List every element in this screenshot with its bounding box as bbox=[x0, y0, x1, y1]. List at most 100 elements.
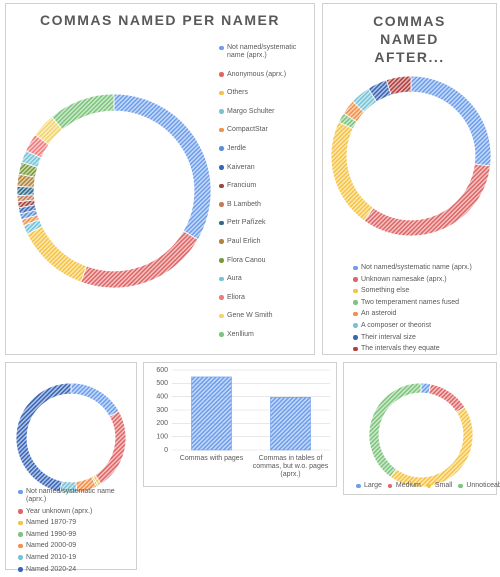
panel: Large Medium Small Unnoticeable bbox=[343, 362, 500, 495]
legend-item: B Lambeth bbox=[219, 201, 311, 209]
legend-label: Named 2000-09 bbox=[26, 542, 77, 550]
legend-label: Anonymous (aprx.) bbox=[227, 70, 287, 78]
legend-marker bbox=[353, 288, 358, 294]
legend-item: Paul Erlich bbox=[219, 238, 311, 246]
legend-marker bbox=[353, 277, 358, 282]
legend-label: Aura bbox=[227, 275, 242, 283]
legend-marker bbox=[18, 509, 23, 514]
legend-label: Not named/systematic name (aprx.) bbox=[227, 44, 297, 59]
donut-slice bbox=[51, 93, 115, 131]
legend-marker bbox=[219, 202, 224, 207]
legend-marker bbox=[353, 300, 358, 305]
legend-marker bbox=[18, 555, 23, 560]
legend: Large Medium Small Unnoticeable bbox=[356, 482, 500, 490]
x-tick-label: Commas with pages bbox=[179, 455, 244, 462]
legend-item: Small bbox=[426, 482, 453, 490]
legend-marker bbox=[219, 220, 224, 226]
bar bbox=[191, 376, 232, 451]
legend-marker bbox=[18, 489, 23, 494]
legend-marker bbox=[219, 332, 224, 337]
legend-label: Named 1870-79 bbox=[26, 519, 77, 527]
legend-label: Something else bbox=[361, 287, 410, 295]
legend-marker bbox=[426, 483, 432, 488]
legend-item: Not named/systematic name (aprx.) bbox=[18, 488, 136, 504]
legend-marker bbox=[219, 276, 224, 282]
legend-label: Flora Canou bbox=[227, 256, 266, 264]
legend-label: B Lambeth bbox=[227, 200, 261, 208]
donut-slice bbox=[368, 382, 422, 478]
legend-item: An asteroid bbox=[353, 310, 493, 318]
legend-item: Unknown namesake (aprx.) bbox=[353, 276, 493, 284]
legend: Not named/systematic name (aprx.) Unknown… bbox=[353, 264, 493, 357]
legend-item: Two temperament names fused bbox=[353, 299, 493, 307]
donut-slice bbox=[80, 230, 199, 289]
chart-title: COMMAS NAMED PER NAMER bbox=[40, 12, 280, 28]
legend-item: Jerdle bbox=[219, 145, 311, 153]
x-tick-label: Commas in tables of commas, but w.o. pag… bbox=[252, 455, 329, 478]
legend-marker bbox=[353, 265, 358, 270]
legend-item: Unnoticeable bbox=[458, 482, 500, 490]
legend-item: Large bbox=[356, 482, 382, 490]
legend-label: Eliora bbox=[227, 293, 245, 301]
legend-marker bbox=[219, 127, 224, 133]
chart bbox=[368, 382, 474, 488]
chart: 0 100 200 300 400 500 600 bbox=[156, 367, 330, 454]
legend: Not named/systematic name (aprx.) Year un… bbox=[18, 488, 136, 577]
y-tick-label: 0 bbox=[164, 447, 168, 454]
legend-item: Named 1990-99 bbox=[18, 531, 136, 539]
legend-item: Not named/systematic name (aprx.) bbox=[353, 264, 493, 272]
legend-label: Two temperament names fused bbox=[361, 298, 460, 306]
y-tick-label: 400 bbox=[156, 394, 168, 401]
donut-slice bbox=[26, 225, 88, 283]
legend-label: Petr Pařízek bbox=[227, 219, 266, 227]
legend-label: Kaiveran bbox=[227, 163, 255, 171]
legend-marker bbox=[219, 295, 224, 300]
legend-marker bbox=[458, 483, 463, 488]
legend-label: The intervals they equate bbox=[361, 345, 440, 353]
legend-item: Named 2010-19 bbox=[18, 554, 136, 562]
legend-label: Unnoticeable bbox=[466, 482, 500, 489]
donut-slice bbox=[389, 406, 474, 488]
legend-marker bbox=[387, 483, 393, 488]
legend-item: Xenllium bbox=[219, 331, 311, 339]
donut-slice bbox=[94, 410, 127, 485]
legend-label: Xenllium bbox=[227, 330, 254, 338]
legend-item: CompactStar bbox=[219, 126, 311, 134]
chart bbox=[330, 75, 492, 237]
legend-label: Small bbox=[434, 482, 453, 489]
legend-item: Gene W Smith bbox=[219, 312, 311, 320]
legend-item: Anonymous (aprx.) bbox=[219, 71, 311, 79]
legend-label: Their interval size bbox=[361, 333, 416, 341]
legend-marker bbox=[219, 146, 224, 151]
legend-item: The intervals they equate bbox=[353, 345, 493, 353]
legend-label: Francium bbox=[227, 182, 257, 190]
y-tick-label: 500 bbox=[156, 380, 168, 387]
donut-slice bbox=[15, 382, 72, 493]
legend-label: Large bbox=[364, 482, 382, 489]
donut-slice bbox=[410, 75, 492, 167]
chart-title: COMMAS NAMED AFTER... bbox=[373, 13, 446, 65]
legend-item: Eliora bbox=[219, 294, 311, 302]
legend-marker bbox=[219, 90, 224, 96]
legend-marker bbox=[18, 520, 23, 526]
legend-marker bbox=[353, 311, 358, 317]
legend-label: Unknown namesake (aprx.) bbox=[361, 275, 447, 283]
legend-item: Francium bbox=[219, 182, 311, 190]
legend-label: Margo Schulter bbox=[227, 107, 275, 115]
legend-label: Named 1990-99 bbox=[26, 530, 77, 538]
y-tick-label: 300 bbox=[156, 407, 168, 414]
donut-slice bbox=[70, 382, 120, 418]
legend-label: Others bbox=[227, 89, 249, 97]
legend-label: Not named/systematic name (aprx.) bbox=[26, 488, 115, 503]
legend-marker bbox=[219, 45, 224, 50]
legend-label: Year unknown (aprx.) bbox=[26, 507, 93, 515]
bar bbox=[270, 397, 311, 451]
chart bbox=[16, 93, 212, 289]
donut-slice bbox=[428, 383, 466, 414]
panel: 0 100 200 300 400 500 600 Commas with pages Comm… bbox=[143, 362, 337, 487]
legend-item: Petr Pařízek bbox=[219, 219, 311, 227]
legend-item: Their interval size bbox=[353, 334, 493, 342]
legend-label: Paul Erlich bbox=[227, 237, 261, 245]
legend-item: Named 1870-79 bbox=[18, 519, 136, 527]
